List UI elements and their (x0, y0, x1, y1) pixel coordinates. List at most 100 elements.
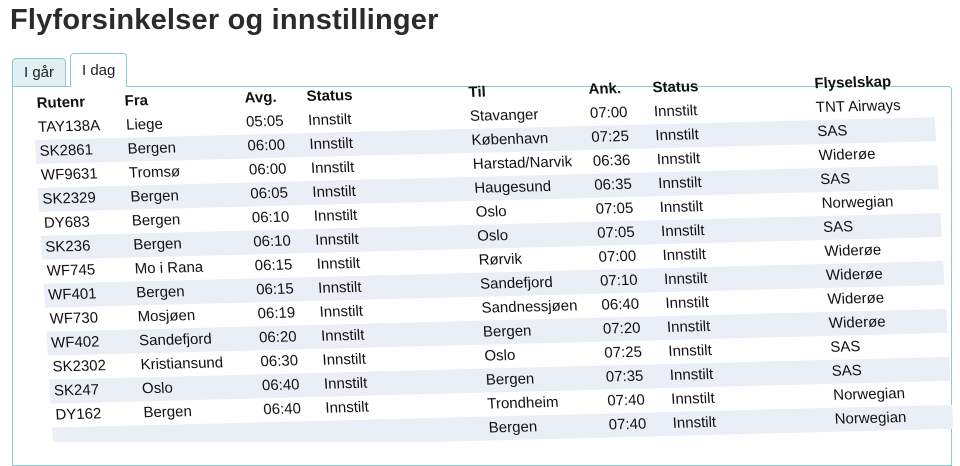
cell-from: Sandefjord (138, 330, 213, 350)
cell-departure: 06:05 (249, 184, 289, 203)
cell-route: DY162 (54, 405, 102, 424)
cell-airline: Norwegian (832, 385, 906, 404)
cell-departure-status: Innstilt (317, 278, 363, 297)
cell-arrival-status: Innstilt (664, 293, 710, 313)
cell-from: Oslo (141, 379, 174, 398)
table-body: TAY138A Liege 05:05 Innstilt Stavanger 07:00 I… (33, 93, 954, 442)
cell-arrival: 07:20 (602, 319, 642, 338)
cell-departure: 06:00 (247, 136, 286, 155)
cell-arrival: 07:25 (603, 343, 643, 362)
cell-arrival: 06:40 (601, 295, 640, 314)
header-route: Rutenr (36, 93, 86, 112)
cell-arrival: 06:36 (592, 151, 631, 170)
cell-route: DY683 (43, 213, 91, 232)
cell-route: WF402 (50, 333, 100, 352)
tab-yesterday[interactable]: I går (12, 58, 67, 86)
cell-departure: 05:05 (245, 112, 285, 131)
cell-to: Sandefjord (479, 273, 554, 293)
cell-from: Bergen (127, 139, 177, 158)
cell-departure: 06:19 (257, 304, 296, 323)
cell-departure: 06:20 (258, 328, 298, 347)
cell-departure-status: Innstilt (321, 350, 367, 369)
cell-arrival-status: Innstilt (656, 150, 701, 169)
cell-airline: SAS (829, 338, 861, 356)
cell-airline: TNT Airways (815, 97, 902, 117)
header-from: Fra (124, 92, 149, 110)
cell-arrival: 06:35 (593, 175, 633, 194)
cell-route: WF745 (46, 261, 96, 280)
cell-departure: 06:15 (254, 256, 293, 275)
cell-from: Bergen (129, 187, 180, 206)
cell-departure: 06:40 (261, 376, 301, 395)
cell-to: Rørvik (478, 250, 523, 269)
page-title: Flyforsinkelser og innstillinger (10, 4, 439, 36)
cell-departure-status: Innstilt (307, 110, 352, 130)
cell-route: TAY138A (37, 117, 101, 136)
cell-arrival-status: Innstilt (666, 317, 711, 336)
cell-departure-status: Innstilt (313, 206, 358, 225)
cell-departure: 06:30 (260, 352, 299, 371)
cell-route: SK2861 (39, 141, 94, 160)
cell-route: WF401 (47, 285, 98, 304)
cell-airline: SAS (822, 218, 854, 237)
header-departure: Avg. (244, 88, 278, 107)
header-airline: Flyselskap (813, 73, 892, 93)
cell-airline: Norwegian (834, 408, 907, 428)
cell-arrival-status: Innstilt (653, 102, 698, 121)
cell-arrival-status: Innstilt (662, 246, 707, 265)
cell-departure-status: Innstilt (311, 182, 357, 201)
cell-route: WF9631 (40, 165, 99, 184)
cell-arrival: 07:05 (596, 223, 636, 242)
cell-from: Bergen (142, 403, 193, 422)
flight-table-viewport: Rutenr Fra Avg. Status Til Ank. Status F… (33, 73, 954, 442)
cell-route: WF730 (49, 309, 99, 328)
cell-airline: SAS (831, 362, 863, 380)
cell-departure-status: Innstilt (310, 158, 355, 177)
cell-to: Sandnessjøen (481, 297, 578, 317)
cell-arrival-status: Innstilt (659, 198, 704, 217)
tab-today[interactable]: I dag (70, 53, 128, 87)
cell-departure: 06:10 (252, 232, 292, 251)
cell-departure-status: Innstilt (319, 302, 364, 321)
cell-departure-status: Innstilt (324, 398, 370, 417)
cell-departure-status: Innstilt (316, 254, 361, 273)
cell-to: København (470, 129, 549, 149)
cell-airline: SAS (819, 170, 851, 189)
cell-airline: Norwegian (821, 193, 894, 213)
cell-airline: Widerøe (828, 313, 887, 332)
cell-arrival: 07:10 (599, 271, 639, 290)
cell-route: SK2329 (41, 189, 97, 208)
cell-arrival: 07:40 (608, 415, 647, 434)
cell-to: Haugesund (473, 177, 552, 197)
cell-airline: Widerøe (825, 265, 884, 284)
cell-route: SK2302 (52, 357, 107, 376)
cell-arrival-status: Innstilt (657, 174, 703, 193)
cell-to: Bergen (488, 418, 538, 437)
cell-arrival-status: Innstilt (654, 126, 700, 145)
cell-departure: 06:15 (255, 280, 295, 299)
cell-arrival-status: Innstilt (663, 269, 708, 289)
cell-route: SK247 (53, 381, 100, 400)
cell-arrival: 07:35 (605, 367, 644, 386)
cell-from: Bergen (131, 211, 181, 230)
cell-airline: SAS (816, 122, 848, 141)
header-arrival-status: Status (651, 78, 699, 97)
cell-arrival-status: Innstilt (670, 389, 716, 408)
cell-arrival: 07:00 (589, 103, 629, 122)
cell-from: Bergen (132, 235, 183, 254)
cell-airline: Widerøe (826, 289, 885, 308)
cell-departure-status: Innstilt (323, 374, 368, 393)
cell-from: Mosjøen (137, 306, 196, 326)
cell-to: Harstad/Narvik (472, 153, 573, 173)
cell-from: Mo i Rana (134, 258, 204, 278)
cell-to: Bergen (485, 370, 535, 389)
cell-arrival: 07:05 (595, 199, 634, 218)
cell-to: Bergen (482, 322, 532, 341)
cell-arrival: 07:00 (598, 247, 637, 266)
cell-departure: 06:10 (251, 208, 290, 227)
cell-departure: 06:00 (248, 160, 288, 179)
cell-route: SK236 (44, 237, 91, 256)
cell-to: Trondheim (486, 393, 559, 413)
cell-to: Oslo (476, 227, 509, 245)
cell-airline: Widerøe (824, 241, 882, 260)
